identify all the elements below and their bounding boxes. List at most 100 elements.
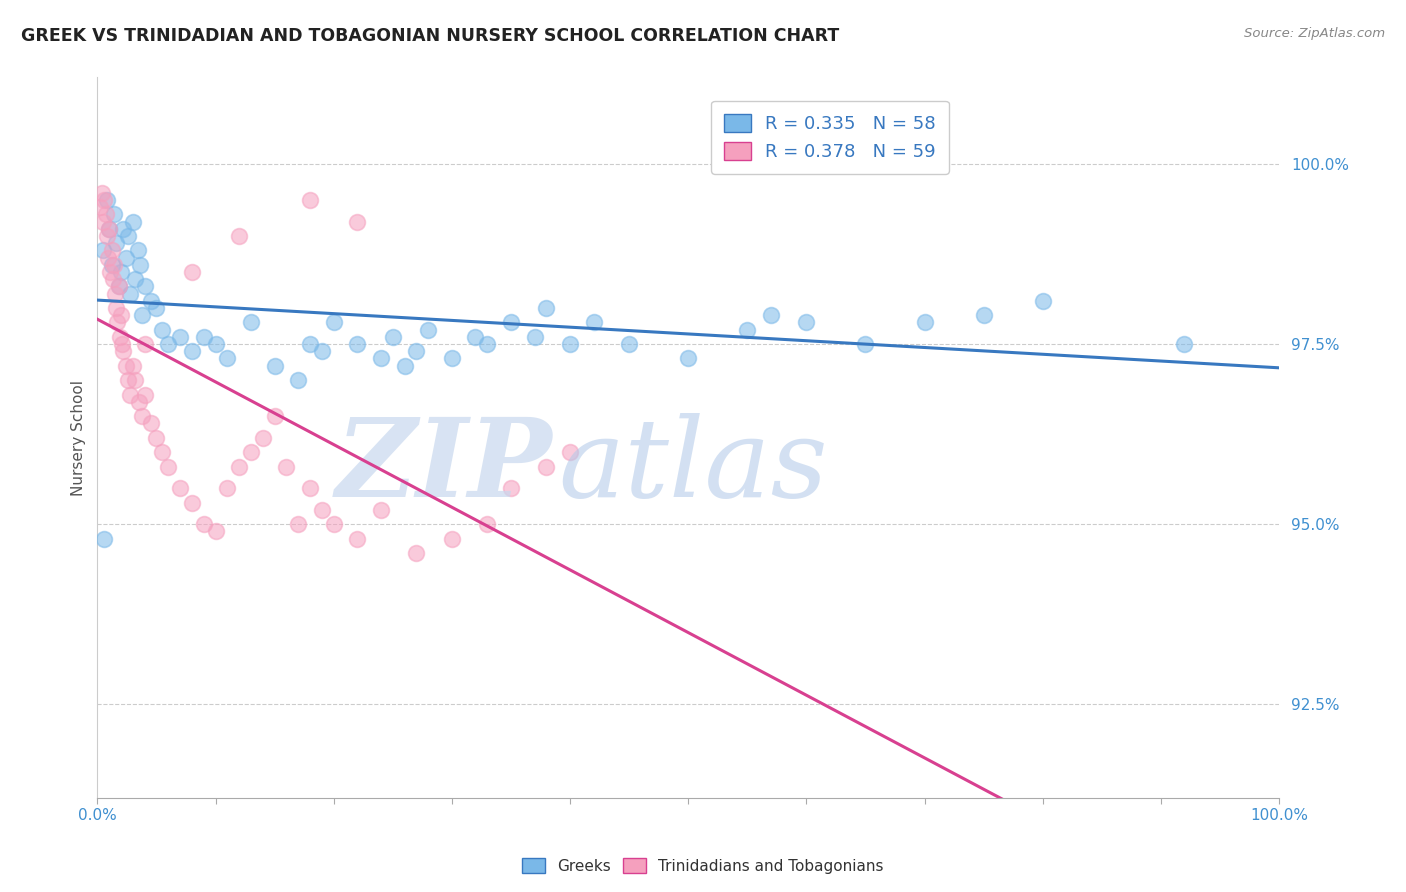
Point (120, 387, 142, 401)
Point (101, 272, 124, 286)
Point (536, 459, 558, 474)
Point (134, 387, 156, 401)
Point (499, 481, 522, 495)
Point (112, 221, 135, 235)
Point (105, 301, 128, 315)
Point (322, 315, 344, 329)
Point (796, 315, 818, 329)
Point (169, 330, 191, 344)
Point (477, 337, 499, 351)
Point (114, 359, 136, 373)
Point (299, 481, 322, 495)
Point (217, 351, 239, 366)
Point (169, 481, 191, 495)
Point (370, 351, 392, 366)
Point (322, 517, 344, 532)
Point (276, 459, 298, 474)
Point (252, 431, 274, 445)
Point (94, 207, 117, 221)
Point (112, 344, 135, 359)
Point (973, 308, 995, 322)
Point (110, 265, 132, 279)
Point (370, 503, 392, 517)
Point (105, 236, 128, 251)
Point (139, 293, 162, 308)
Point (394, 359, 416, 373)
Point (204, 337, 226, 351)
Point (96, 229, 118, 244)
Point (107, 315, 129, 329)
Point (93, 532, 115, 546)
Y-axis label: Nursery School: Nursery School (72, 380, 86, 496)
Point (536, 301, 558, 315)
Point (299, 193, 322, 207)
Point (735, 323, 758, 337)
Point (150, 323, 173, 337)
Point (287, 373, 309, 387)
Point (89, 200, 111, 214)
Point (759, 308, 782, 322)
Text: Source: ZipAtlas.com: Source: ZipAtlas.com (1244, 27, 1385, 40)
Point (855, 337, 877, 351)
Point (104, 286, 127, 301)
Point (145, 431, 167, 445)
Point (204, 524, 226, 539)
Point (128, 394, 150, 409)
Point (145, 301, 167, 315)
Point (263, 409, 285, 424)
Point (346, 532, 368, 546)
Point (91, 186, 114, 200)
Point (464, 330, 486, 344)
Point (405, 344, 427, 359)
Point (346, 337, 368, 351)
Point (98, 265, 121, 279)
Point (134, 279, 156, 293)
Point (558, 445, 581, 459)
Text: GREEK VS TRINIDADIAN AND TOBAGONIAN NURSERY SCHOOL CORRELATION CHART: GREEK VS TRINIDADIAN AND TOBAGONIAN NURS… (21, 27, 839, 45)
Point (107, 279, 129, 293)
Point (121, 214, 143, 228)
Point (193, 517, 215, 532)
Point (98, 221, 121, 235)
Point (97, 251, 120, 265)
Point (180, 495, 202, 509)
Point (381, 330, 404, 344)
Point (239, 315, 262, 329)
Text: ZIP: ZIP (336, 413, 553, 520)
Point (263, 359, 285, 373)
Point (111, 337, 134, 351)
Legend: Greeks, Trinidadians and Tobagonians: Greeks, Trinidadians and Tobagonians (516, 852, 890, 880)
Point (110, 308, 132, 322)
Point (180, 344, 202, 359)
Point (120, 286, 142, 301)
Point (180, 265, 202, 279)
Point (914, 315, 936, 329)
Point (582, 315, 605, 329)
Point (299, 337, 322, 351)
Point (96, 193, 118, 207)
Point (139, 417, 162, 431)
Point (499, 315, 522, 329)
Point (121, 359, 143, 373)
Text: atlas: atlas (558, 413, 828, 520)
Point (117, 373, 139, 387)
Point (558, 337, 581, 351)
Point (440, 532, 463, 546)
Point (150, 445, 173, 459)
Point (124, 373, 146, 387)
Point (523, 330, 546, 344)
Point (477, 517, 499, 532)
Point (676, 351, 699, 366)
Point (239, 445, 262, 459)
Point (100, 258, 122, 272)
Point (1032, 293, 1054, 308)
Point (418, 323, 440, 337)
Point (91, 214, 114, 228)
Point (131, 409, 153, 424)
Point (287, 517, 309, 532)
Point (98, 221, 121, 235)
Point (128, 258, 150, 272)
Point (157, 337, 180, 351)
Point (617, 337, 640, 351)
Point (157, 459, 180, 474)
